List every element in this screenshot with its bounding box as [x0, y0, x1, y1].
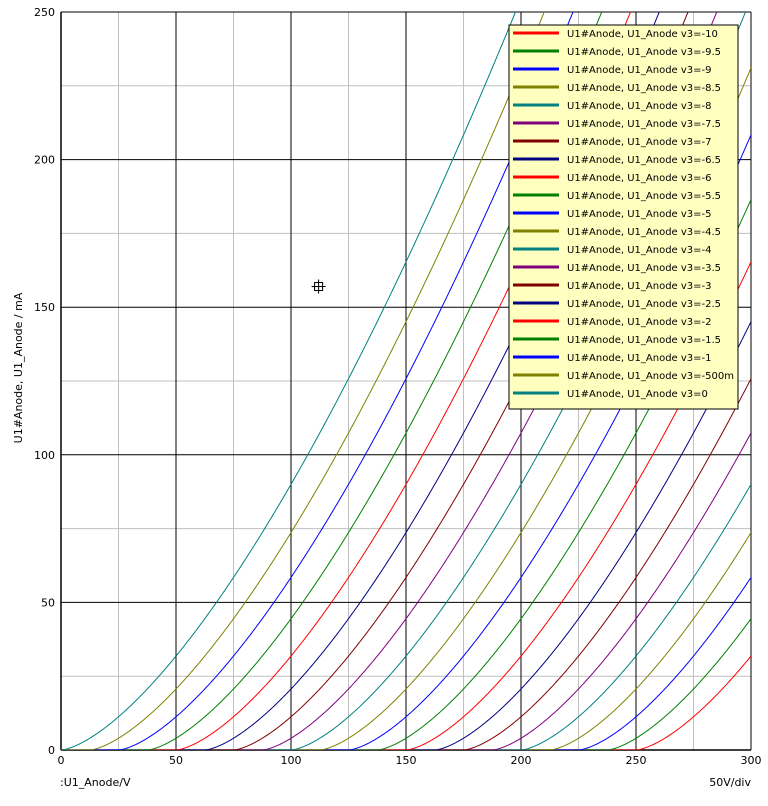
y-tick-label: 150 [34, 301, 55, 314]
x-tick-label: 250 [626, 754, 647, 767]
y-tick-label: 100 [34, 449, 55, 462]
legend-entry: U1#Anode, U1_Anode v3=-6.5 [567, 155, 721, 166]
x-tick-label: 150 [396, 754, 417, 767]
x-tick-label: 200 [511, 754, 532, 767]
y-tick-label: 200 [34, 154, 55, 167]
legend-entry: U1#Anode, U1_Anode v3=-8.5 [567, 83, 721, 94]
series-line [61, 378, 751, 750]
x-axis-division-label: 50V/div [709, 776, 751, 789]
legend-entry: U1#Anode, U1_Anode v3=-3.5 [567, 263, 721, 274]
series-line [61, 484, 751, 750]
series-line [61, 432, 751, 750]
x-axis-label: :U1_Anode/V [60, 776, 131, 789]
legend-entry: U1#Anode, U1_Anode v3=-9.5 [567, 47, 721, 58]
y-tick-label: 0 [48, 744, 55, 757]
legend-entry: U1#Anode, U1_Anode v3=-7.5 [567, 119, 721, 130]
y-tick-labels: 0 50 100 150 200 250 [34, 6, 55, 757]
legend-entry: U1#Anode, U1_Anode v3=-5 [567, 209, 712, 220]
legend-entry: U1#Anode, U1_Anode v3=-4.5 [567, 227, 721, 238]
legend-entry: U1#Anode, U1_Anode v3=-2.5 [567, 299, 721, 310]
series-line [61, 12, 545, 750]
series-line [61, 577, 751, 750]
legend-entry: U1#Anode, U1_Anode v3=-500m [567, 371, 734, 382]
legend-entry: U1#Anode, U1_Anode v3=-10 [567, 29, 718, 40]
legend-entry: U1#Anode, U1_Anode v3=-3 [567, 281, 712, 292]
legend-entry: U1#Anode, U1_Anode v3=-2 [567, 317, 712, 328]
legend-entry: U1#Anode, U1_Anode v3=-6 [567, 173, 712, 184]
y-tick-label: 50 [41, 596, 55, 609]
x-tick-label: 100 [281, 754, 302, 767]
x-tick-label: 300 [741, 754, 762, 767]
x-tick-label: 0 [58, 754, 65, 767]
series-line [61, 12, 517, 750]
cursor-crosshair[interactable] [311, 279, 326, 294]
legend-entry: U1#Anode, U1_Anode v3=0 [567, 389, 708, 400]
series-line [61, 655, 751, 750]
legend-entry: U1#Anode, U1_Anode v3=-9 [567, 65, 712, 76]
legend-entry: U1#Anode, U1_Anode v3=-7 [567, 137, 712, 148]
x-tick-label: 50 [169, 754, 183, 767]
series-line [61, 618, 751, 750]
series-line [61, 321, 751, 750]
legend-entry: U1#Anode, U1_Anode v3=-1 [567, 353, 712, 364]
legend-entry: U1#Anode, U1_Anode v3=-8 [567, 101, 712, 112]
legend: U1#Anode, U1_Anode v3=-10 U1#Anode, U1_An… [508, 24, 739, 410]
series-line [61, 532, 751, 750]
y-tick-label: 250 [34, 6, 55, 19]
y-axis-label: U1#Anode, U1_Anode / mA [12, 292, 25, 443]
x-tick-labels: 0 50 100 150 200 250 300 [58, 754, 762, 767]
legend-entry: U1#Anode, U1_Anode v3=-4 [567, 245, 712, 256]
legend-entry: U1#Anode, U1_Anode v3=-5.5 [567, 191, 721, 202]
legend-entry: U1#Anode, U1_Anode v3=-1.5 [567, 335, 721, 346]
legend-box [508, 24, 739, 410]
